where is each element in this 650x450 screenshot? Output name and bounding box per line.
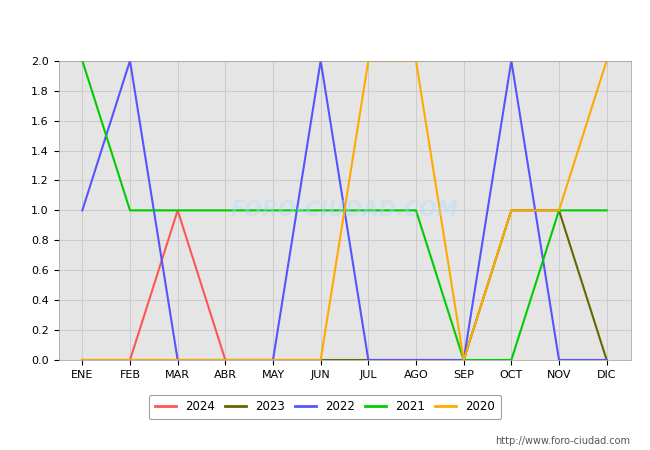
Text: FORO-CIUDAD.COM: FORO-CIUDAD.COM [231,200,458,220]
Text: Matriculaciones de Vehiculos en Benizalón: Matriculaciones de Vehiculos en Benizaló… [149,16,501,34]
Legend: 2024, 2023, 2022, 2021, 2020: 2024, 2023, 2022, 2021, 2020 [149,395,501,419]
Text: http://www.foro-ciudad.com: http://www.foro-ciudad.com [495,436,630,446]
